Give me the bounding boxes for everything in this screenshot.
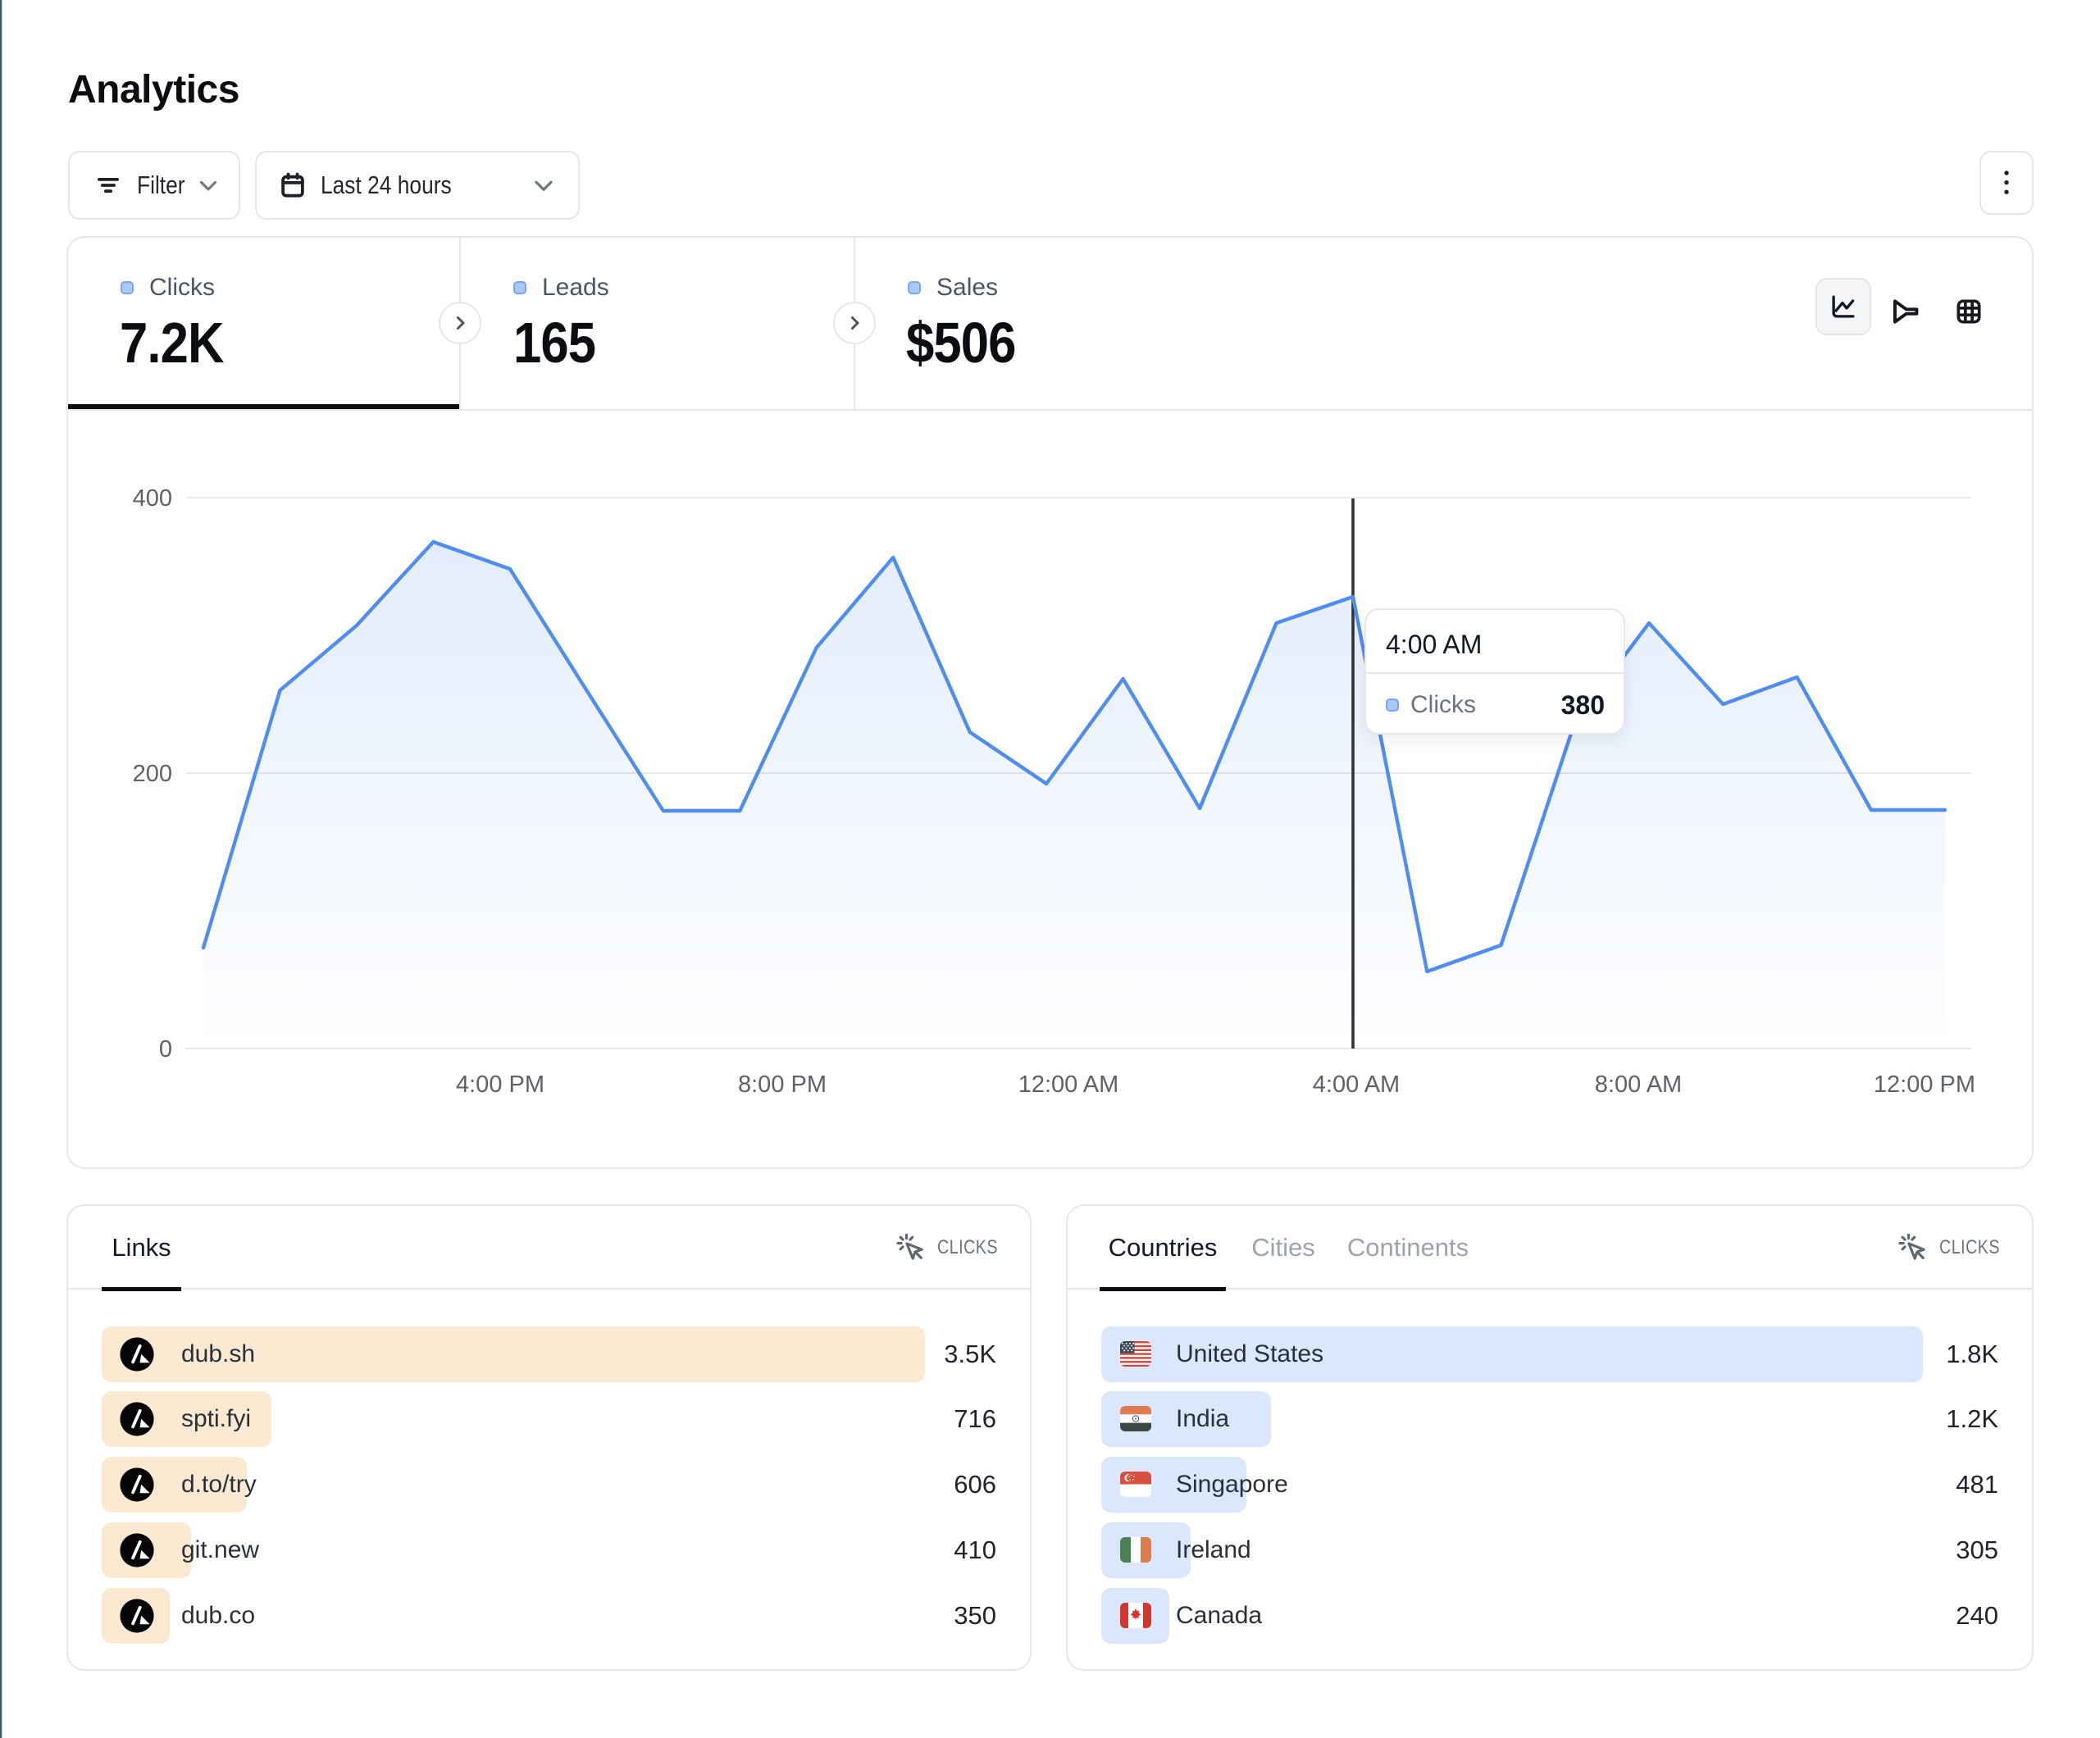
svg-text:8:00 PM: 8:00 PM <box>738 1071 827 1098</box>
svg-text:4:00 PM: 4:00 PM <box>456 1071 544 1098</box>
svg-text:12:00 PM: 12:00 PM <box>1874 1071 1975 1098</box>
svg-text:400: 400 <box>133 485 172 512</box>
svg-text:8:00 AM: 8:00 AM <box>1595 1071 1682 1098</box>
svg-text:0: 0 <box>159 1036 172 1062</box>
svg-text:200: 200 <box>133 761 172 787</box>
svg-text:4:00 AM: 4:00 AM <box>1313 1071 1400 1098</box>
svg-text:12:00 AM: 12:00 AM <box>1018 1071 1119 1098</box>
